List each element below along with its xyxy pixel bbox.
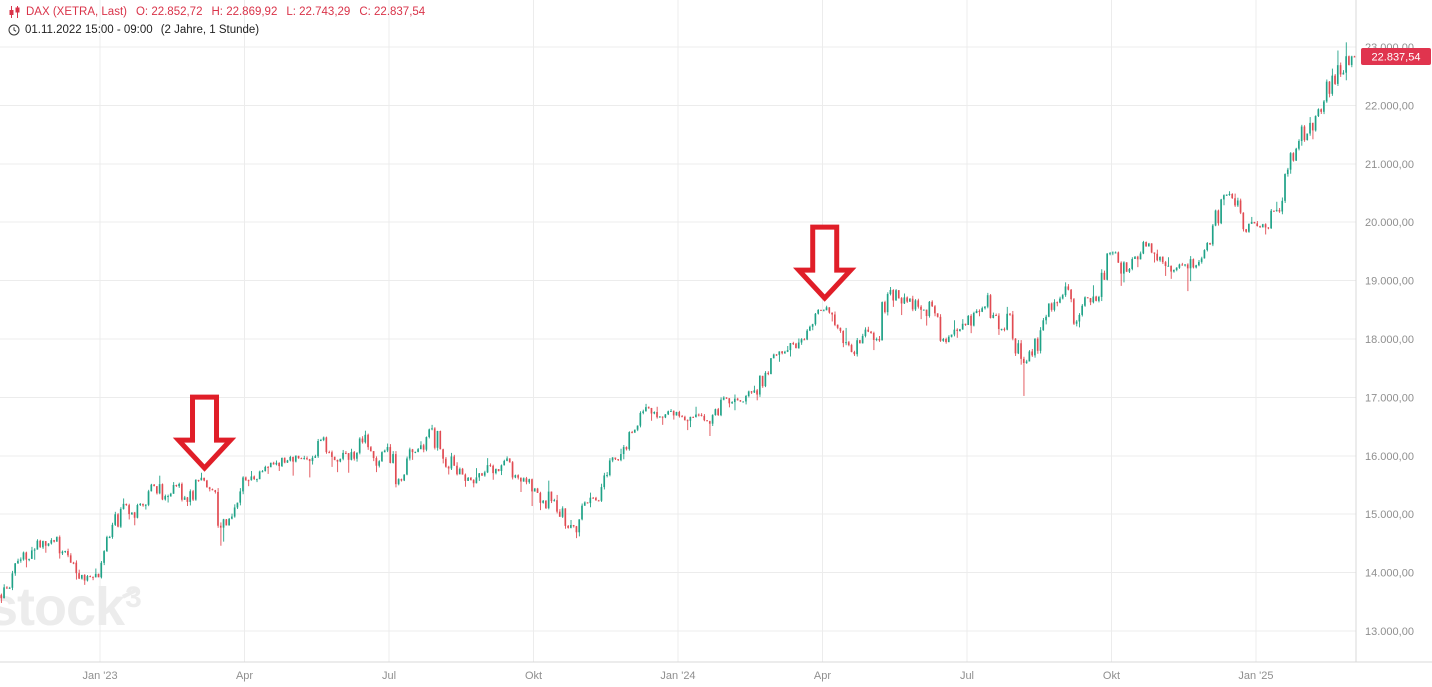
candlestick-series[interactable] [0,42,1356,603]
date-range-label: 01.11.2022 15:00 - 09:00 [25,24,153,36]
ohlc-open: O: 22.852,72 [135,6,203,18]
time-axis-label: Okt [525,670,542,682]
instrument-header: DAX (XETRA, Last) O: 22.852,72 H: 22.869… [8,4,425,20]
candlestick-icon [8,6,21,18]
price-axis-label: 17.000,00 [1365,392,1414,404]
time-axis-label: Jan '24 [660,670,695,682]
last-price-tag: 22.837,54 [1361,47,1431,65]
price-axis-label: 14.000,00 [1365,568,1414,580]
price-axis-label: 13.000,00 [1365,626,1414,638]
time-axis[interactable]: Jan '23 Apr Jul Okt Jan '24 Apr Jul Okt Jan '25 [82,670,1273,682]
ohlc-low: L: 22.743,29 [286,6,351,18]
period-label: (2 Jahre, 1 Stunde) [160,24,260,36]
ohlc-high: H: 22.869,92 [211,6,278,18]
price-axis-label: 16.000,00 [1365,451,1414,463]
time-axis-label: Okt [1103,670,1120,682]
chart-header: DAX (XETRA, Last) O: 22.852,72 H: 22.869… [8,4,425,38]
instrument-name: DAX (XETRA, Last) [26,6,127,18]
watermark-logo: stock3 [0,576,158,638]
time-axis-label: Jul [960,670,974,682]
grid-lines [0,0,1356,662]
time-axis-label: Jan '23 [82,670,117,682]
time-axis-label: Apr [814,670,831,682]
price-axis-label: 15.000,00 [1365,509,1414,521]
price-axis[interactable]: 23.000,0022.000,0021.000,0020.000,0019.0… [1365,42,1414,638]
watermark-text: stock [0,577,125,637]
time-axis-label: Jan '25 [1238,670,1273,682]
last-price-value: 22.837,54 [1372,51,1421,63]
down-arrow-annotation[interactable] [792,224,857,302]
price-axis-label: 21.000,00 [1365,159,1414,171]
down-arrow-annotation[interactable] [172,394,237,472]
annotation-arrows[interactable] [172,224,857,472]
clock-icon [8,24,20,36]
ohlc-close: C: 22.837,54 [359,6,426,18]
price-axis-label: 20.000,00 [1365,217,1414,229]
price-axis-label: 22.000,00 [1365,100,1414,112]
price-axis-label: 19.000,00 [1365,276,1414,288]
price-axis-label: 18.000,00 [1365,334,1414,346]
time-axis-label: Apr [236,670,253,682]
time-axis-label: Jul [382,670,396,682]
timeframe-header: 01.11.2022 15:00 - 09:00 (2 Jahre, 1 Stu… [8,22,425,38]
